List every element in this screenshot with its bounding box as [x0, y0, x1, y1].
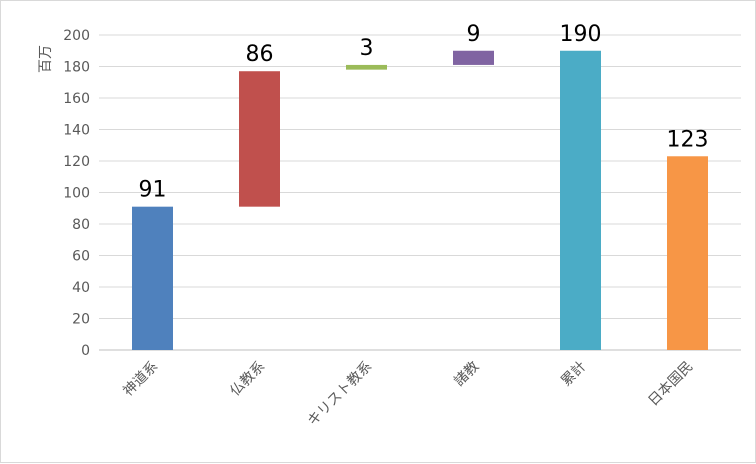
y-axis-label: 百万	[38, 45, 54, 73]
x-category-label: キリスト教系	[305, 359, 376, 430]
y-tick-label: 0	[81, 343, 90, 359]
x-category-label: 日本国民	[645, 359, 696, 410]
bar	[560, 50, 601, 350]
data-label: 123	[667, 127, 709, 152]
y-tick-label: 40	[72, 280, 90, 296]
y-tick-label: 120	[63, 154, 90, 170]
bar	[132, 206, 173, 350]
x-category-label: 諸教	[451, 359, 482, 390]
x-category-label: 累計	[558, 359, 589, 390]
bar	[453, 50, 494, 65]
data-label: 3	[360, 36, 374, 61]
bar	[239, 71, 280, 207]
bars	[132, 50, 708, 350]
y-tick-label: 20	[72, 312, 90, 328]
y-tick-label: 160	[63, 91, 90, 107]
x-category-label: 神道系	[120, 359, 161, 400]
data-label: 190	[560, 22, 602, 47]
y-tick-label: 80	[72, 217, 90, 233]
y-tick-label: 180	[63, 60, 90, 76]
bar	[667, 156, 708, 350]
x-axis-categories: 神道系 仏教系 キリスト教系 諸教 累計 日本国民	[120, 359, 696, 430]
gridlines	[99, 34, 741, 351]
y-tick-label: 100	[63, 186, 90, 202]
bar	[346, 64, 387, 70]
y-tick-label: 60	[72, 249, 90, 265]
data-label: 91	[139, 178, 167, 203]
y-tick-label: 140	[63, 123, 90, 139]
data-labels: 91 86 3 9 190 123	[139, 22, 709, 203]
x-category-label: 仏教系	[227, 359, 268, 400]
data-label: 86	[246, 42, 274, 67]
y-tick-label: 200	[63, 28, 90, 44]
data-label: 9	[467, 22, 481, 47]
y-axis-ticks: 0 20 40 60 80 100 120 140 160 180 200	[63, 28, 90, 359]
